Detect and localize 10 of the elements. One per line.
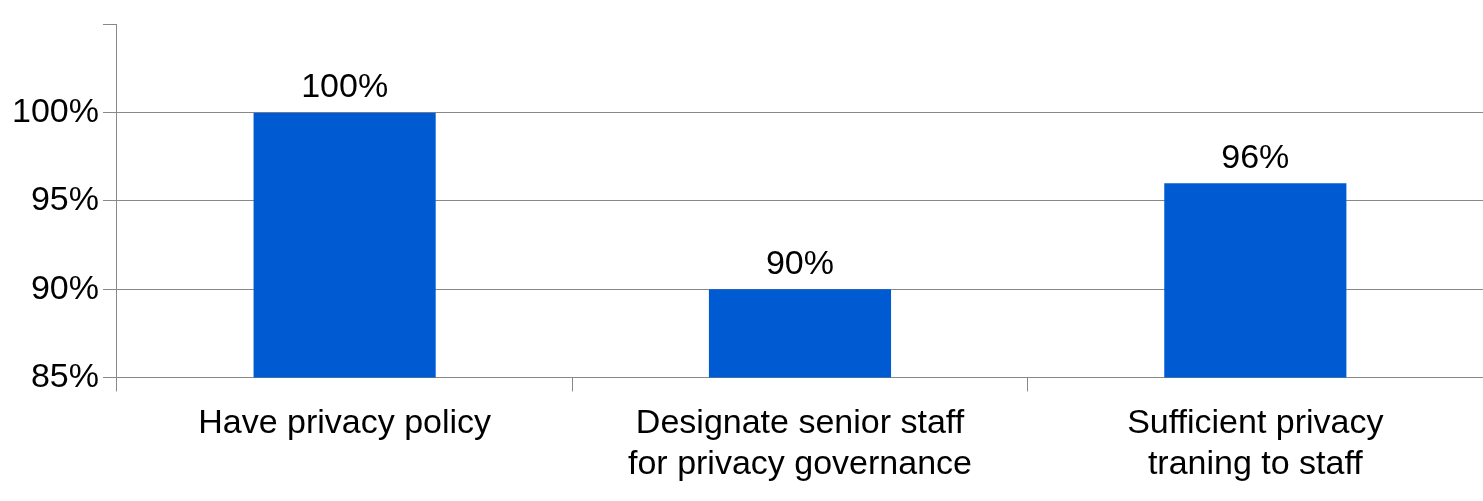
x-tick-label: Sufficient privacy traning to staff — [1127, 402, 1384, 481]
data-label: 100% — [301, 66, 389, 105]
y-tick-label: 85% — [30, 355, 99, 394]
y-tick-label: 95% — [30, 179, 99, 218]
y-tick-label: 90% — [30, 267, 99, 306]
data-label: 96% — [1221, 136, 1290, 175]
data-label: 90% — [765, 242, 835, 281]
x-tick-label: Have privacy policy — [198, 402, 492, 441]
x-tick-label: Designate senior staff for privacy governance — [628, 402, 972, 481]
y-tick-label: 100% — [11, 91, 99, 130]
